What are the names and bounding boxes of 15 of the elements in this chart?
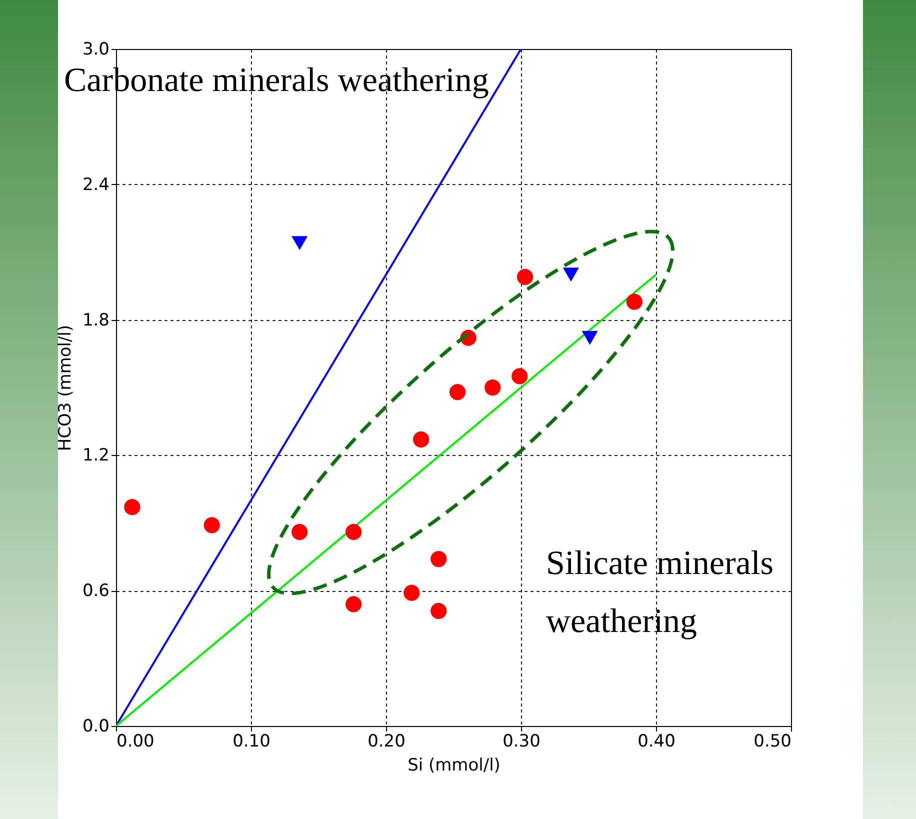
- y-tick-label: 2.4: [82, 174, 110, 195]
- y-tick-label: 1.2: [82, 446, 110, 466]
- x-tick-label: 0.30: [502, 732, 540, 752]
- x-tick-label: 0.50: [754, 732, 792, 752]
- annotation: Silicate minerals weathering: [546, 545, 774, 640]
- y-tick-label: 3.0: [82, 40, 110, 60]
- y-tick-label: 0.6: [82, 581, 110, 602]
- x-axis-title: Si (mmol/l): [408, 756, 500, 776]
- x-tick-label: 0.40: [638, 732, 676, 752]
- y-tick-label: 1.8: [82, 310, 110, 330]
- x-tick-label: 0.00: [116, 732, 154, 752]
- y-axis-title: HCO3 (mmol/l): [55, 324, 76, 452]
- x-tick-label: 0.20: [368, 732, 406, 752]
- y-tick-label: 0.0: [82, 716, 110, 736]
- x-tick-label: 0.10: [232, 732, 270, 752]
